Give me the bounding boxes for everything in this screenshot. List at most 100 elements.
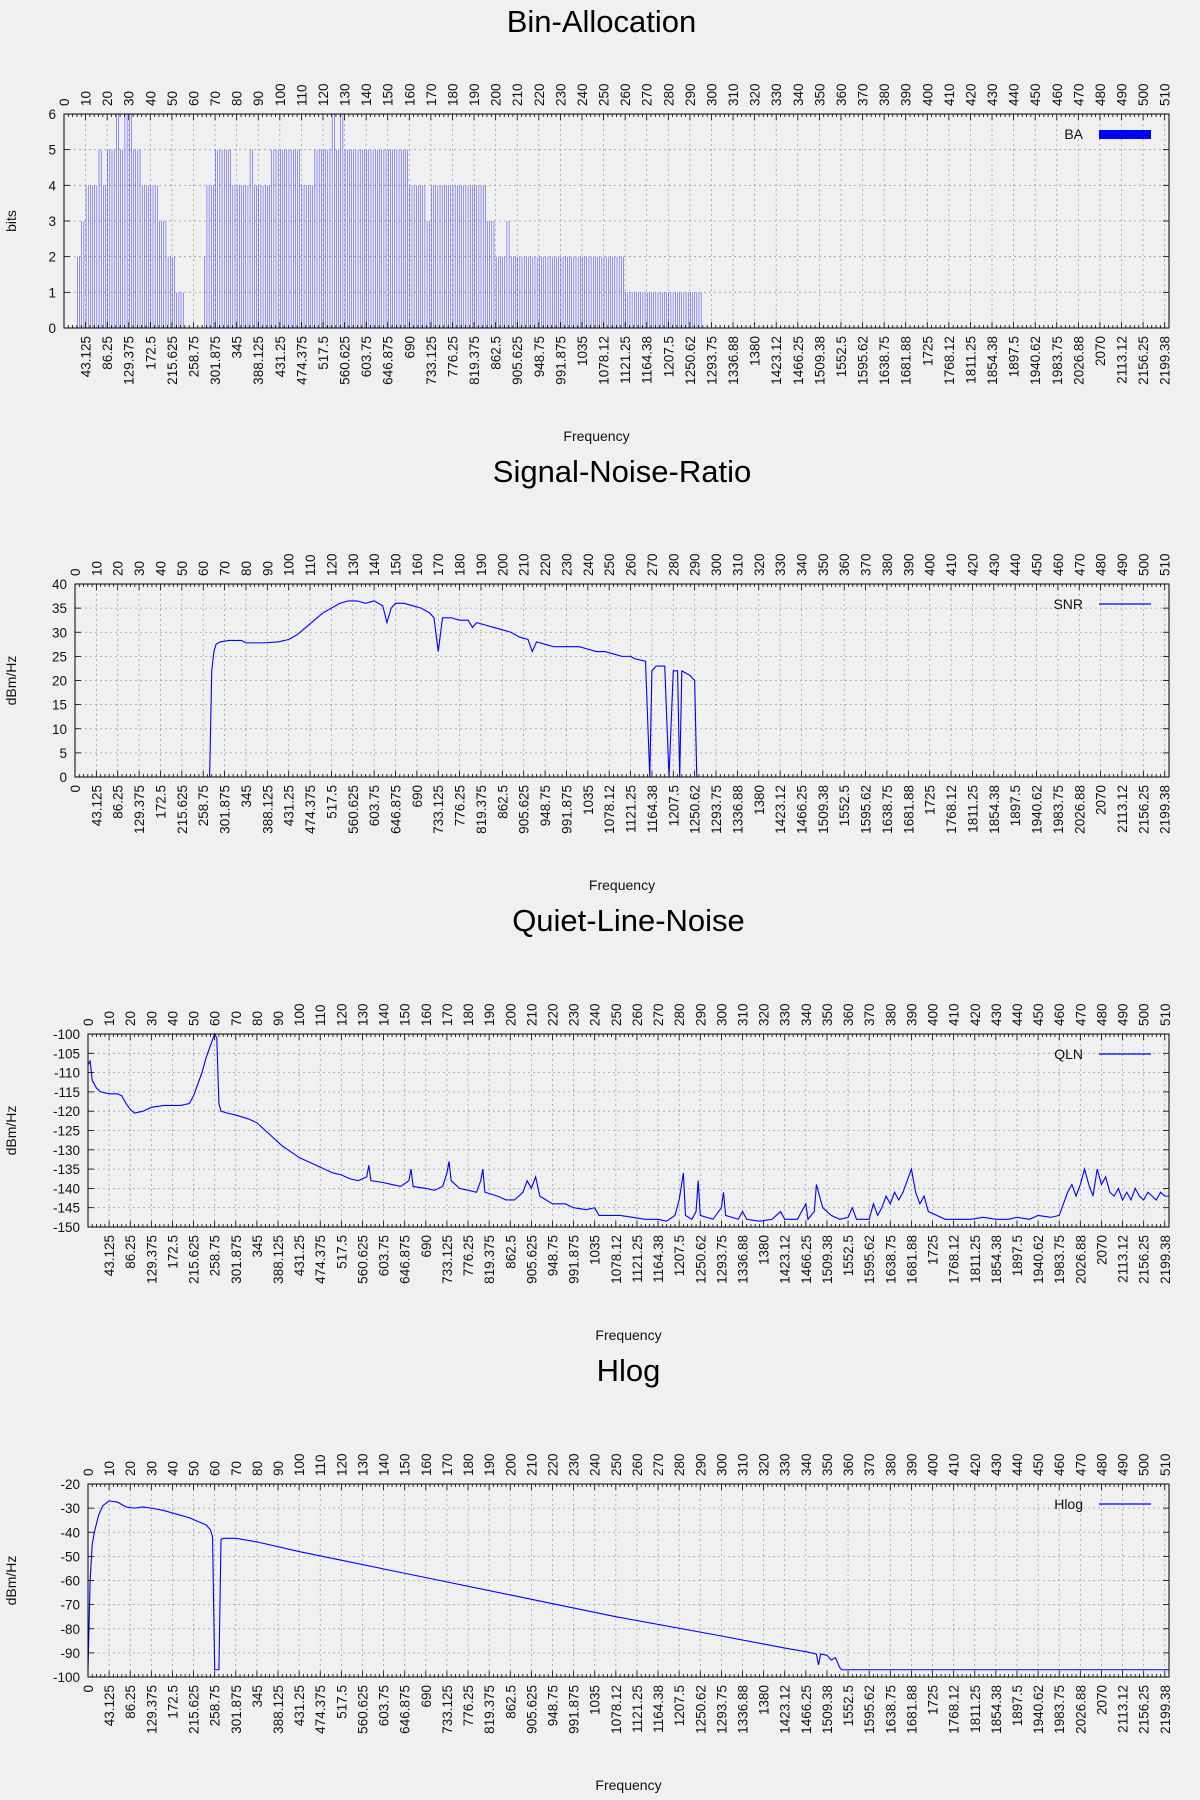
top-tick-label: 280 bbox=[672, 1453, 687, 1476]
y-axis-label: dBm/Hz bbox=[3, 1106, 19, 1156]
top-tick-label: 140 bbox=[377, 1453, 392, 1476]
top-tick-label: 30 bbox=[144, 1461, 159, 1476]
top-tick-label: 50 bbox=[187, 1011, 202, 1026]
top-tick-label: 320 bbox=[757, 1003, 772, 1026]
top-tick-label: 180 bbox=[445, 83, 460, 106]
bottom-tick-label: 517.5 bbox=[334, 1235, 349, 1269]
bottom-tick-label: 1595.62 bbox=[862, 1685, 877, 1734]
chart-title: Bin-Allocation bbox=[507, 4, 697, 39]
top-tick-label: 120 bbox=[316, 83, 331, 106]
top-tick-label: 190 bbox=[482, 1453, 497, 1476]
top-tick-label: 430 bbox=[985, 83, 1000, 106]
y-tick-label: -115 bbox=[54, 1085, 80, 1100]
top-tick-label: 10 bbox=[102, 1011, 117, 1026]
y-tick-label: -130 bbox=[53, 1143, 80, 1158]
bottom-tick-label: 1940.62 bbox=[1030, 785, 1045, 834]
top-tick-label: 380 bbox=[880, 553, 895, 576]
top-tick-label: 400 bbox=[920, 83, 935, 106]
top-tick-label: 470 bbox=[1072, 553, 1087, 576]
top-tick-label: 420 bbox=[968, 1453, 983, 1476]
bottom-tick-label: 560.625 bbox=[338, 336, 353, 385]
top-tick-label: 310 bbox=[736, 1453, 751, 1476]
bottom-tick-label: 258.75 bbox=[208, 1685, 223, 1726]
bottom-tick-label: 948.75 bbox=[545, 1685, 560, 1726]
bottom-tick-label: 2156.25 bbox=[1137, 1235, 1152, 1284]
bottom-tick-label: 388.125 bbox=[271, 1685, 286, 1734]
bottom-tick-label: 560.625 bbox=[346, 785, 361, 834]
y-tick-label: 0 bbox=[59, 770, 67, 785]
bottom-tick-label: 1768.12 bbox=[947, 1685, 962, 1734]
top-tick-label: 180 bbox=[453, 553, 468, 576]
top-tick-label: 40 bbox=[153, 561, 168, 576]
top-tick-label: 200 bbox=[495, 553, 510, 576]
bottom-tick-label: 2026.88 bbox=[1072, 785, 1087, 834]
bottom-tick-label: 776.25 bbox=[461, 1685, 476, 1726]
bottom-tick-label: 43.125 bbox=[102, 1685, 117, 1726]
y-tick-label: -120 bbox=[53, 1104, 80, 1119]
bottom-tick-label: 1293.75 bbox=[704, 336, 719, 385]
top-tick-label: 390 bbox=[904, 1003, 919, 1026]
top-tick-label: 120 bbox=[324, 553, 339, 576]
top-tick-label: 190 bbox=[474, 553, 489, 576]
bottom-tick-label: 1897.5 bbox=[1010, 1235, 1025, 1276]
legend-swatch bbox=[1099, 130, 1151, 139]
top-tick-label: 90 bbox=[271, 1461, 286, 1476]
bottom-tick-label: 1035 bbox=[588, 1235, 603, 1265]
bottom-tick-label: 905.625 bbox=[524, 1685, 539, 1734]
top-tick-label: 110 bbox=[313, 1004, 328, 1026]
bottom-tick-label: 862.5 bbox=[489, 336, 504, 370]
top-tick-label: 290 bbox=[683, 83, 698, 106]
bottom-tick-label: 2070 bbox=[1093, 336, 1108, 366]
y-tick-label: 2 bbox=[48, 250, 56, 265]
bottom-tick-label: 1250.62 bbox=[688, 785, 703, 834]
series-line-snr bbox=[75, 600, 1169, 778]
bottom-tick-label: 1121.25 bbox=[624, 785, 639, 833]
bottom-tick-label: 1509.38 bbox=[812, 336, 827, 385]
bottom-tick-label: 1768.12 bbox=[942, 336, 957, 385]
bottom-tick-label: 2113.12 bbox=[1115, 336, 1130, 384]
bottom-tick-label: 345 bbox=[250, 1235, 265, 1258]
bottom-tick-label: 991.875 bbox=[567, 1685, 582, 1734]
bottom-tick-label: 905.625 bbox=[524, 1235, 539, 1284]
top-tick-label: 240 bbox=[588, 1453, 603, 1476]
bottom-tick-label: 388.125 bbox=[260, 785, 275, 834]
bottom-tick-label: 1940.62 bbox=[1031, 1685, 1046, 1734]
top-tick-label: 0 bbox=[81, 1018, 96, 1026]
top-tick-label: 460 bbox=[1052, 1003, 1067, 1026]
top-tick-label: 440 bbox=[1010, 1003, 1025, 1026]
top-tick-label: 200 bbox=[503, 1453, 518, 1476]
bottom-tick-label: 1336.88 bbox=[736, 1685, 751, 1734]
bottom-tick-label: 733.125 bbox=[424, 336, 439, 385]
bottom-tick-label: 776.25 bbox=[445, 336, 460, 377]
legend: BA bbox=[1064, 126, 1151, 142]
top-tick-label: 0 bbox=[57, 98, 72, 106]
bottom-tick-label: 2113.12 bbox=[1115, 785, 1130, 833]
top-tick-label: 170 bbox=[431, 553, 446, 576]
top-tick-label: 480 bbox=[1094, 1453, 1109, 1476]
top-tick-label: 270 bbox=[651, 1453, 666, 1476]
top-tick-label: 320 bbox=[748, 83, 763, 106]
bottom-tick-label: 1638.75 bbox=[883, 1235, 898, 1284]
top-tick-label: 50 bbox=[175, 561, 190, 576]
bottom-tick-label: 1595.62 bbox=[856, 336, 871, 385]
y-tick-label: 0 bbox=[48, 321, 56, 336]
top-tick-label: 120 bbox=[334, 1003, 349, 1026]
top-tick-label: 140 bbox=[359, 83, 374, 106]
top-tick-label: 50 bbox=[165, 91, 180, 106]
top-tick-label: 40 bbox=[165, 1011, 180, 1026]
bottom-tick-label: 1897.5 bbox=[1008, 785, 1023, 826]
bar-series bbox=[77, 114, 702, 328]
bottom-tick-label: 646.875 bbox=[398, 1685, 413, 1734]
bottom-tick-label: 1121.25 bbox=[618, 336, 633, 384]
bottom-tick-label: 301.875 bbox=[229, 1235, 244, 1284]
top-tick-label: 340 bbox=[791, 83, 806, 106]
top-tick-label: 60 bbox=[208, 1461, 223, 1476]
bottom-tick-label: 1466.25 bbox=[799, 1685, 814, 1734]
top-tick-label: 130 bbox=[338, 83, 353, 106]
bottom-tick-label: 603.75 bbox=[377, 1235, 392, 1276]
legend-label: QLN bbox=[1054, 1046, 1083, 1062]
bottom-tick-label: 1509.38 bbox=[820, 1235, 835, 1284]
top-tick-label: 170 bbox=[440, 1453, 455, 1476]
top-tick-label: 480 bbox=[1094, 1003, 1109, 1026]
